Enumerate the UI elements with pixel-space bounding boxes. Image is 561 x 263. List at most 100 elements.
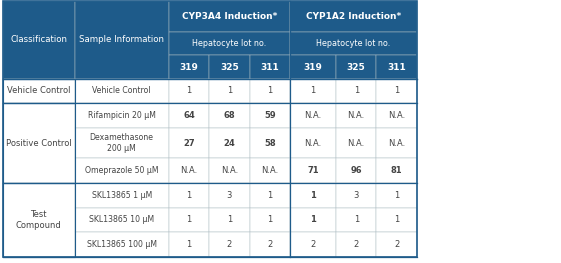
Text: 1: 1 bbox=[267, 191, 273, 200]
Text: 1: 1 bbox=[394, 215, 399, 224]
Text: 1: 1 bbox=[310, 215, 316, 224]
Bar bbox=[209, 183, 250, 208]
Text: N.A.: N.A. bbox=[181, 166, 197, 175]
Bar bbox=[169, 128, 209, 158]
Bar bbox=[169, 208, 209, 232]
Bar bbox=[250, 79, 290, 103]
Text: 319: 319 bbox=[180, 63, 199, 72]
Text: 81: 81 bbox=[391, 166, 402, 175]
Bar bbox=[290, 32, 417, 55]
Bar bbox=[376, 158, 417, 183]
Bar bbox=[290, 1, 417, 32]
Text: 1: 1 bbox=[394, 87, 399, 95]
Bar bbox=[209, 128, 250, 158]
Bar bbox=[376, 79, 417, 103]
Bar bbox=[336, 79, 376, 103]
Text: 1: 1 bbox=[267, 215, 273, 224]
Text: 1: 1 bbox=[186, 87, 192, 95]
Bar bbox=[3, 103, 75, 183]
Text: 27: 27 bbox=[183, 139, 195, 148]
Bar bbox=[169, 158, 209, 183]
Bar bbox=[250, 208, 290, 232]
Text: N.A.: N.A. bbox=[388, 111, 405, 120]
Bar bbox=[290, 79, 336, 103]
Text: 2: 2 bbox=[353, 240, 359, 249]
Bar bbox=[3, 183, 75, 257]
Bar bbox=[169, 183, 209, 208]
Text: 24: 24 bbox=[224, 139, 235, 148]
Text: 1: 1 bbox=[394, 191, 399, 200]
Text: 71: 71 bbox=[307, 166, 319, 175]
Bar bbox=[336, 158, 376, 183]
Bar bbox=[169, 1, 290, 32]
Bar bbox=[336, 208, 376, 232]
Text: 64: 64 bbox=[183, 111, 195, 120]
Bar bbox=[3, 79, 75, 103]
Text: 1: 1 bbox=[186, 191, 192, 200]
Bar bbox=[290, 128, 336, 158]
Bar bbox=[376, 183, 417, 208]
Bar bbox=[290, 55, 336, 79]
Text: CYP1A2 Induction*: CYP1A2 Induction* bbox=[306, 12, 401, 21]
Text: Positive Control: Positive Control bbox=[6, 139, 72, 148]
Text: N.A.: N.A. bbox=[221, 166, 238, 175]
Text: Classification: Classification bbox=[10, 36, 67, 44]
Bar bbox=[209, 208, 250, 232]
Bar bbox=[250, 103, 290, 128]
Text: 2: 2 bbox=[394, 240, 399, 249]
Bar bbox=[290, 158, 336, 183]
Bar bbox=[250, 128, 290, 158]
Text: 3: 3 bbox=[227, 191, 232, 200]
Bar bbox=[3, 183, 75, 257]
Text: SKL13865 100 μM: SKL13865 100 μM bbox=[87, 240, 157, 249]
Text: SKL13865 1 μM: SKL13865 1 μM bbox=[91, 191, 152, 200]
Text: 2: 2 bbox=[310, 240, 316, 249]
Text: 3: 3 bbox=[353, 191, 359, 200]
Text: 325: 325 bbox=[220, 63, 239, 72]
Text: 1: 1 bbox=[310, 191, 316, 200]
Text: 2: 2 bbox=[267, 240, 273, 249]
Bar bbox=[169, 103, 209, 128]
Bar bbox=[336, 55, 376, 79]
Text: 2: 2 bbox=[227, 240, 232, 249]
Bar bbox=[250, 232, 290, 257]
Bar bbox=[376, 128, 417, 158]
Bar bbox=[336, 232, 376, 257]
Bar bbox=[209, 232, 250, 257]
Bar bbox=[376, 103, 417, 128]
Text: N.A.: N.A. bbox=[348, 139, 365, 148]
Text: 325: 325 bbox=[347, 63, 366, 72]
Bar bbox=[75, 232, 169, 257]
Text: Hepatocyte lot no.: Hepatocyte lot no. bbox=[192, 39, 266, 48]
Text: 1: 1 bbox=[310, 87, 316, 95]
Bar bbox=[209, 158, 250, 183]
Text: 1: 1 bbox=[353, 215, 359, 224]
Bar bbox=[169, 55, 209, 79]
Bar bbox=[75, 183, 169, 208]
Text: N.A.: N.A. bbox=[305, 111, 321, 120]
Bar bbox=[75, 208, 169, 232]
Bar bbox=[290, 232, 336, 257]
Text: Dexamethasone
200 μM: Dexamethasone 200 μM bbox=[90, 133, 154, 153]
Bar bbox=[290, 208, 336, 232]
Text: Omeprazole 50 μM: Omeprazole 50 μM bbox=[85, 166, 159, 175]
Bar bbox=[209, 55, 250, 79]
Bar bbox=[336, 183, 376, 208]
Text: 311: 311 bbox=[260, 63, 279, 72]
Bar bbox=[75, 158, 169, 183]
Bar bbox=[3, 103, 75, 183]
Text: N.A.: N.A. bbox=[388, 139, 405, 148]
Bar bbox=[75, 103, 169, 128]
Text: Test
Compound: Test Compound bbox=[16, 210, 62, 230]
Bar bbox=[209, 79, 250, 103]
Text: 58: 58 bbox=[264, 139, 275, 148]
Bar bbox=[250, 55, 290, 79]
Text: 1: 1 bbox=[186, 215, 192, 224]
Bar bbox=[75, 128, 169, 158]
Bar bbox=[336, 128, 376, 158]
Bar bbox=[290, 103, 336, 128]
Bar bbox=[376, 55, 417, 79]
Bar bbox=[336, 103, 376, 128]
Bar bbox=[3, 1, 417, 257]
Bar bbox=[3, 79, 75, 103]
